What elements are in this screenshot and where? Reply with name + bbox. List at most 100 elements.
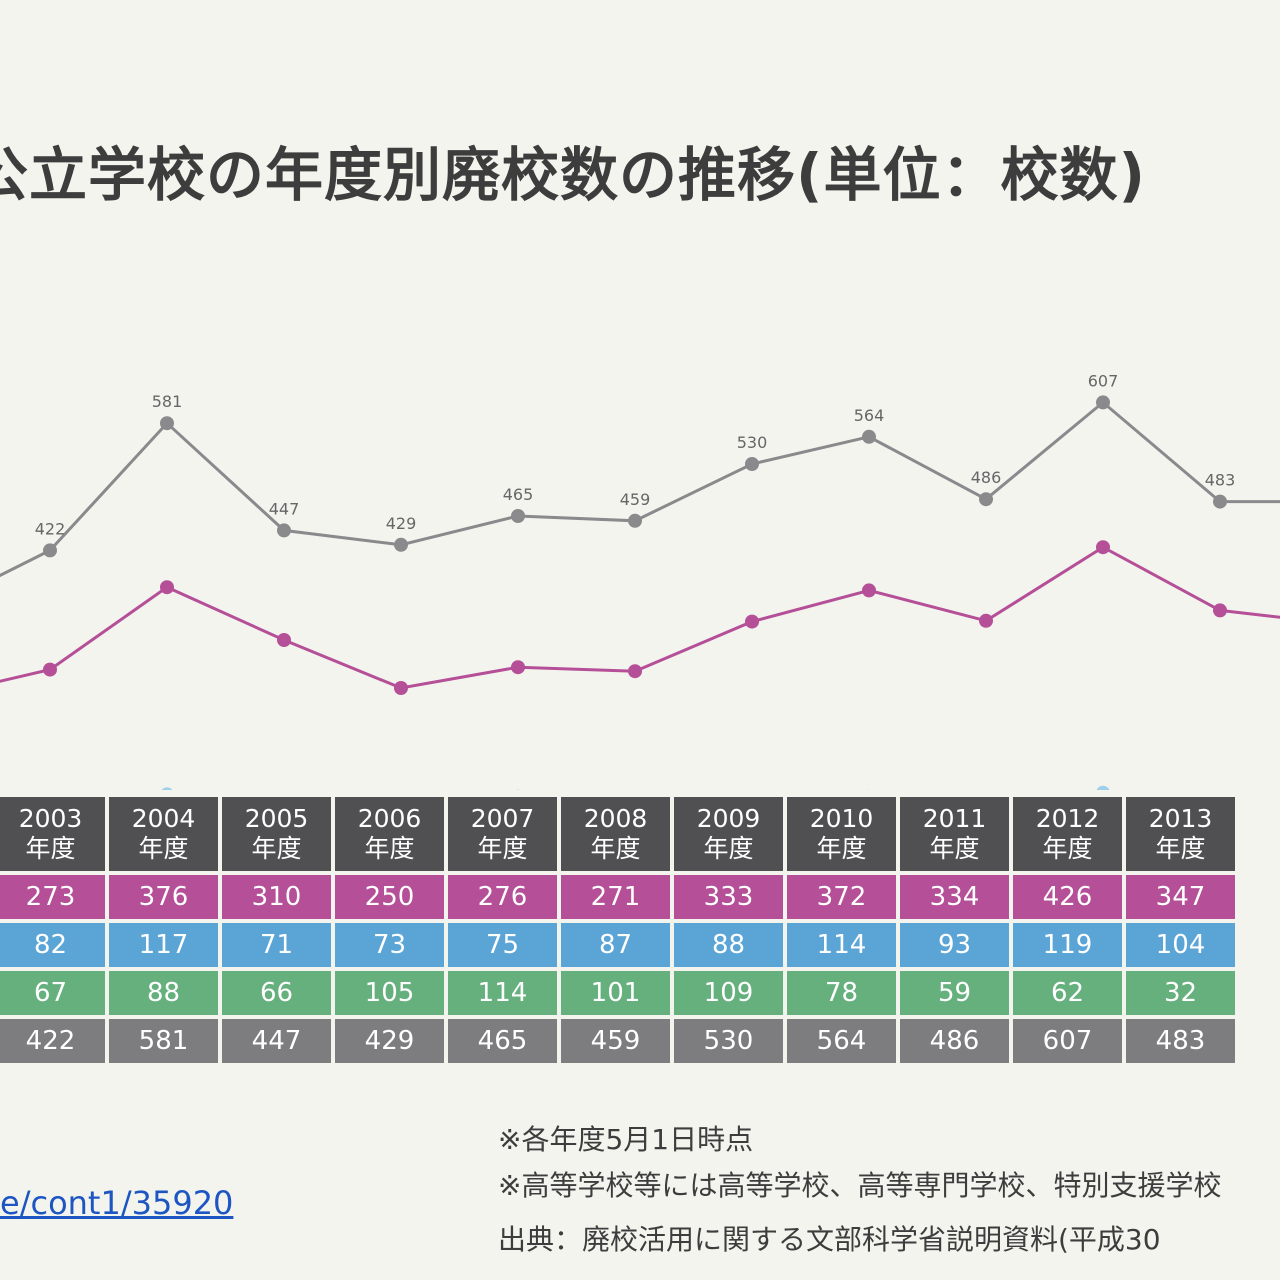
table-cell: 32	[1126, 971, 1235, 1015]
table-cell: 88	[109, 971, 218, 1015]
table-cell: 271	[561, 875, 670, 919]
year-header-cell: 2012 年度	[1013, 797, 1122, 871]
year-suffix: 年度	[138, 834, 189, 863]
table-cell: 62	[1013, 971, 1122, 1015]
data-label-2008: 459	[620, 490, 651, 509]
year-header-cell: 2007 年度	[448, 797, 557, 871]
year-header-cell: 2003 年度	[0, 797, 105, 871]
table-cell: 105	[335, 971, 444, 1015]
table-cell: 101	[561, 971, 670, 1015]
data-label-2004: 581	[152, 392, 183, 411]
table-cell: 250	[335, 875, 444, 919]
table-cell: 67	[0, 971, 105, 1015]
table-cell: 59	[900, 971, 1009, 1015]
table-cell: 333	[674, 875, 783, 919]
year-suffix: 年度	[1042, 834, 1093, 863]
data-label-2005: 447	[269, 499, 300, 518]
data-point-series-1-2009	[745, 614, 759, 629]
year-label: 2007	[470, 804, 535, 833]
table-cell: 459	[561, 1019, 670, 1063]
year-header-cell: 2010 年度	[787, 797, 896, 871]
table-row-series-1: 273 376 310 250 276 271 333 372 334 426 347	[0, 875, 1235, 919]
table-cell: 347	[1126, 875, 1235, 919]
year-label: 2012	[1035, 804, 1100, 833]
year-suffix: 年度	[703, 834, 754, 863]
table-cell: 73	[335, 923, 444, 967]
data-point-series-1-2003	[43, 662, 57, 677]
table-cell: 581	[109, 1019, 218, 1063]
data-point-series-1-2012	[1096, 540, 1110, 555]
data-point-series-4-2005	[277, 523, 291, 538]
source-link[interactable]: e/cont1/35920	[0, 1184, 234, 1222]
data-point-series-1-2004	[160, 580, 174, 595]
table-cell: 82	[0, 923, 105, 967]
year-header-cell: 2004 年度	[109, 797, 218, 871]
data-point-series-4-2013	[1213, 494, 1227, 509]
data-label-2013: 483	[1205, 471, 1236, 490]
table-cell: 310	[222, 875, 331, 919]
table-cell: 93	[900, 923, 1009, 967]
year-header-cell: 2011 年度	[900, 797, 1009, 871]
year-suffix: 年度	[816, 834, 867, 863]
data-label-2009: 530	[737, 433, 768, 452]
table-cell: 66	[222, 971, 331, 1015]
table-cell: 372	[787, 875, 896, 919]
table-cell: 87	[561, 923, 670, 967]
table-cell: 530	[674, 1019, 783, 1063]
year-label: 2009	[696, 804, 761, 833]
year-suffix: 年度	[364, 834, 415, 863]
data-point-series-4-2011	[979, 492, 993, 507]
table-cell: 486	[900, 1019, 1009, 1063]
data-point-series-4-2010	[862, 429, 876, 444]
table-cell: 104	[1126, 923, 1235, 967]
data-point-series-1-2005	[277, 633, 291, 647]
year-label: 2003	[18, 804, 83, 833]
source-note: 出典：廃校活用に関する文部科学省説明資料(平成30	[498, 1223, 1161, 1256]
year-label: 2010	[809, 804, 874, 833]
table-cell: 276	[448, 875, 557, 919]
table-cell: 447	[222, 1019, 331, 1063]
year-label: 2013	[1148, 804, 1213, 833]
data-point-series-4-2007	[511, 509, 525, 523]
data-point-series-1-2011	[979, 613, 993, 628]
data-point-series-4-2003	[43, 543, 57, 558]
year-header-row: 2003 年度 2004 年度 2005 年度 2006 年度 2007 年度 2008 年度 2009…	[0, 797, 1235, 871]
table-cell: 71	[222, 923, 331, 967]
year-label: 2005	[244, 804, 309, 833]
year-suffix: 年度	[1155, 834, 1206, 863]
table-cell: 109	[674, 971, 783, 1015]
table-cell: 376	[109, 875, 218, 919]
note-survey-date: ※各年度5月1日時点	[498, 1123, 754, 1156]
year-label: 2008	[583, 804, 648, 833]
year-suffix: 年度	[929, 834, 980, 863]
year-suffix: 年度	[590, 834, 641, 863]
table-cell: 119	[1013, 923, 1122, 967]
data-point-series-1-2013	[1213, 603, 1227, 618]
data-label-2012: 607	[1088, 371, 1119, 390]
year-header-cell: 2006 年度	[335, 797, 444, 871]
data-point-series-1-2010	[862, 583, 876, 598]
table-cell: 465	[448, 1019, 557, 1063]
data-point-series-2-2012	[1096, 785, 1110, 790]
data-label-2007: 465	[503, 485, 534, 504]
data-table: 2003 年度 2004 年度 2005 年度 2006 年度 2007 年度 2008 年度 2009…	[0, 793, 1239, 1067]
table-cell: 607	[1013, 1019, 1122, 1063]
data-point-series-1-2006	[394, 681, 408, 695]
table-cell: 78	[787, 971, 896, 1015]
data-label-2006: 429	[386, 514, 417, 533]
year-suffix: 年度	[477, 834, 528, 863]
data-label-2010: 564	[854, 406, 885, 425]
table-row-series-4: 422 581 447 429 465 459 530 564 486 607 483	[0, 1019, 1235, 1063]
year-header-cell: 2008 年度	[561, 797, 670, 871]
note-high-school-definition: ※高等学校等には高等学校、高等専門学校、特別支援学校	[498, 1169, 1222, 1202]
table-cell: 429	[335, 1019, 444, 1063]
data-label-2011: 486	[971, 468, 1002, 487]
table-row-series-2: 82 117 71 73 75 87 88 114 93 119 104	[0, 923, 1235, 967]
table-cell: 564	[787, 1019, 896, 1063]
table-cell: 483	[1126, 1019, 1235, 1063]
year-header-cell: 2009 年度	[674, 797, 783, 871]
year-header-cell: 2013 年度	[1126, 797, 1235, 871]
data-point-series-4-2009	[745, 457, 759, 471]
table-cell: 422	[0, 1019, 105, 1063]
year-suffix: 年度	[25, 834, 76, 863]
